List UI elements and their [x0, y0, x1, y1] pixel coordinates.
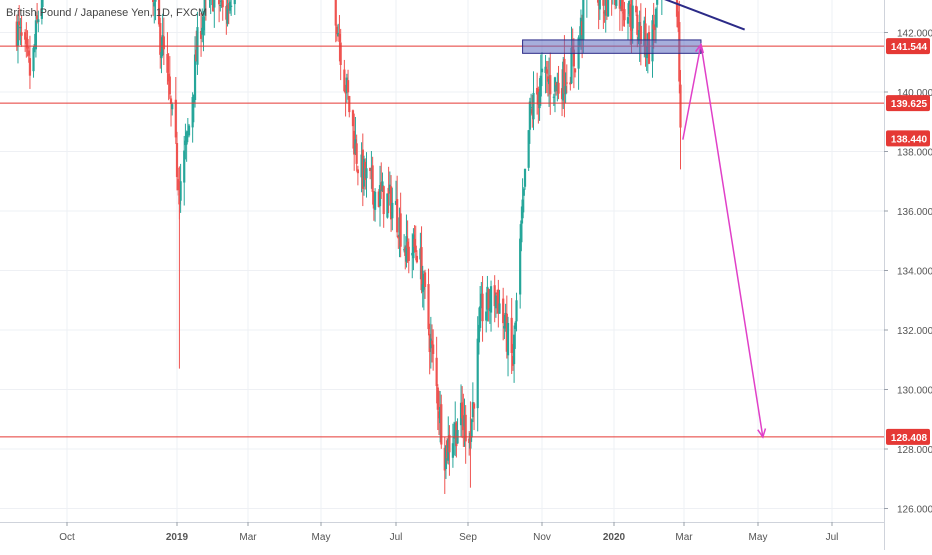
candle-body: [599, 0, 601, 9]
candle-body: [383, 186, 385, 214]
candle-body: [424, 272, 426, 287]
candle-body: [427, 284, 429, 329]
price-tick-label: 130.000: [897, 386, 932, 397]
horizontal-levels[interactable]: [0, 0, 884, 437]
time-tick-label: 2020: [603, 532, 626, 543]
candle-body: [520, 220, 522, 242]
price-tick-label: 128.000: [897, 445, 932, 456]
chart-title: British Pound / Japanese Yen, 1D, FXCM: [6, 7, 207, 19]
candle-body: [523, 189, 525, 196]
time-tick-label: 2019: [166, 532, 189, 543]
time-tick-label: Jul: [826, 532, 839, 543]
candle-body: [356, 143, 358, 164]
price-tick-label: 132.000: [897, 326, 932, 337]
candle-body: [632, 6, 634, 29]
candle-body: [479, 306, 481, 328]
candle-body: [515, 300, 517, 321]
candle-body: [432, 344, 434, 353]
candle-body: [396, 199, 398, 232]
candle-body: [549, 75, 551, 94]
candle-body: [374, 192, 376, 210]
price-tag-label: 138.440: [891, 134, 928, 145]
candle-body: [213, 0, 215, 8]
time-tick-label: Jul: [390, 532, 403, 543]
time-tick-label: Mar: [675, 532, 693, 543]
support-zone[interactable]: [523, 40, 701, 53]
candle-body: [582, 0, 584, 40]
candle-body: [188, 126, 190, 136]
candle-body: [557, 83, 559, 94]
time-tick-label: Sep: [459, 532, 477, 543]
candle-body: [602, 0, 604, 6]
candle-body: [169, 77, 171, 95]
candle-body: [171, 104, 173, 109]
candle-body: [400, 213, 402, 246]
price-tick-label: 136.000: [897, 207, 932, 218]
candle-body: [498, 303, 500, 313]
price-tick-label: 134.000: [897, 267, 932, 278]
candle-body: [436, 358, 438, 386]
candle-body: [163, 36, 165, 49]
candle-body: [154, 0, 156, 2]
candle-body: [416, 256, 418, 262]
price-tick-label: 142.000: [897, 29, 932, 40]
candle-body: [408, 247, 410, 261]
time-tick-label: Mar: [239, 532, 257, 543]
candle-body: [335, 0, 337, 26]
candle-body: [222, 0, 224, 7]
candle-body: [29, 58, 31, 76]
price-tag-label: 139.625: [891, 99, 928, 110]
price-tick-label: 138.000: [897, 148, 932, 159]
candle-body: [623, 9, 625, 20]
candle-body: [465, 415, 467, 442]
candle-body: [607, 0, 609, 16]
time-tick-label: May: [312, 532, 331, 543]
candle-body: [357, 169, 359, 173]
time-tick-label: Oct: [59, 532, 75, 543]
candle-body: [20, 32, 22, 35]
price-tag-label: 128.408: [891, 433, 928, 444]
candle-body: [348, 96, 350, 112]
candle-body: [365, 168, 367, 178]
candle-body: [372, 165, 374, 192]
candle-body: [566, 83, 568, 84]
candle-body: [391, 203, 393, 218]
candle-body: [524, 169, 526, 187]
candle-body: [656, 0, 658, 5]
candle-body: [473, 403, 475, 408]
candle-body: [481, 294, 483, 321]
candle-body: [347, 80, 349, 92]
candle-body: [175, 100, 177, 138]
candlesticks: [16, 0, 682, 494]
candle-body: [234, 0, 236, 4]
candle-body: [35, 20, 37, 49]
candle-body: [574, 69, 576, 73]
candle-body: [615, 0, 617, 6]
candle-body: [37, 19, 39, 22]
candle-body: [507, 323, 509, 355]
candle-body: [230, 6, 232, 7]
candle-body: [627, 17, 629, 24]
price-tag-label: 141.544: [891, 42, 928, 53]
price-tick-label: 126.000: [897, 505, 932, 516]
time-tick-label: May: [749, 532, 768, 543]
time-tick-label: Nov: [533, 532, 551, 543]
candle-body: [448, 435, 450, 452]
candle-body: [541, 69, 543, 73]
time-axis[interactable]: Oct 2019 Mar May Jul Sep Nov 2020 Mar May Jul: [0, 522, 884, 550]
candle-body: [490, 286, 492, 312]
candle-body: [440, 404, 442, 444]
price-axis[interactable]: 126.000 128.000 130.000 132.000 134.000 136.0…: [884, 0, 932, 550]
candle-body: [532, 93, 534, 119]
